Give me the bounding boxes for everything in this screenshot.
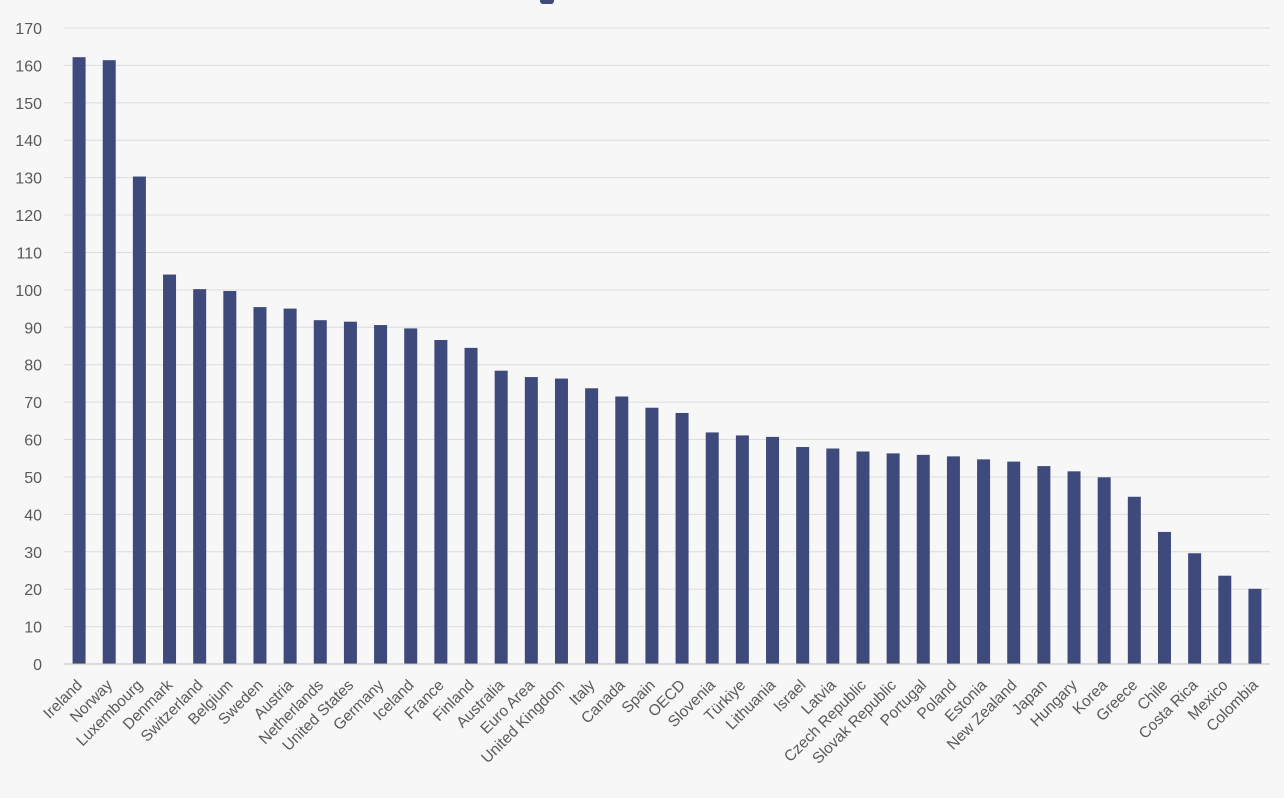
bar — [223, 291, 237, 664]
bar — [735, 435, 749, 664]
bar — [253, 307, 267, 664]
y-tick-label: 50 — [24, 470, 42, 487]
bar — [615, 396, 629, 664]
bar — [675, 412, 689, 664]
y-tick-label: 130 — [15, 171, 42, 188]
y-tick-label: 40 — [24, 507, 42, 524]
y-tick-label: 110 — [16, 245, 42, 262]
y-axis-ticks: 0 10 20 30 40 50 60 70 80 90 100 110 120 130 140 150 160… — [15, 21, 42, 674]
bar — [916, 454, 930, 664]
bars — [72, 57, 1262, 665]
bar — [1037, 466, 1051, 664]
bar — [645, 407, 659, 664]
bar — [1218, 575, 1232, 664]
bar — [1097, 477, 1111, 664]
bar — [404, 328, 418, 664]
bar — [977, 459, 991, 664]
y-tick-label: 0 — [33, 657, 42, 674]
bar — [524, 377, 538, 664]
bar — [585, 388, 599, 664]
bar — [283, 308, 297, 664]
y-tick-label: 150 — [15, 96, 42, 113]
gridlines — [64, 27, 1270, 628]
bar — [343, 321, 357, 664]
bar — [796, 447, 810, 664]
y-tick-label: 30 — [24, 545, 42, 562]
bar — [132, 176, 146, 664]
bar — [494, 370, 508, 664]
y-tick-label: 10 — [24, 620, 42, 637]
bar — [946, 456, 960, 664]
bar — [434, 340, 448, 664]
bar — [313, 320, 327, 664]
bar — [1127, 496, 1141, 664]
bar — [886, 453, 900, 664]
y-tick-label: 90 — [24, 320, 42, 337]
x-axis-labels: IrelandNorwayLuxembourgDenmarkSwitzerlan… — [40, 677, 1262, 768]
bar — [374, 325, 388, 664]
bar — [1067, 471, 1081, 664]
bar — [1007, 461, 1021, 664]
bar — [163, 274, 177, 664]
y-tick-label: 80 — [24, 358, 42, 375]
y-tick-label: 120 — [15, 208, 42, 225]
bar — [705, 432, 719, 664]
y-tick-label: 20 — [24, 582, 42, 599]
y-tick-label: 60 — [24, 433, 42, 450]
bar — [766, 436, 780, 664]
y-tick-label: 70 — [24, 395, 42, 412]
y-tick-label: 160 — [15, 58, 42, 75]
legend — [540, 0, 554, 4]
y-tick-label: 100 — [15, 283, 42, 300]
bar — [1248, 588, 1262, 664]
bar — [464, 347, 478, 664]
bar — [1157, 531, 1171, 664]
legend-swatch — [540, 0, 554, 4]
bar — [554, 378, 568, 664]
y-tick-label: 140 — [15, 133, 42, 150]
bar — [856, 451, 870, 664]
bar — [102, 60, 116, 664]
y-tick-label: 170 — [15, 21, 42, 38]
bar — [1188, 553, 1202, 664]
bar — [193, 289, 207, 664]
bar — [72, 57, 86, 665]
bar — [826, 448, 840, 664]
